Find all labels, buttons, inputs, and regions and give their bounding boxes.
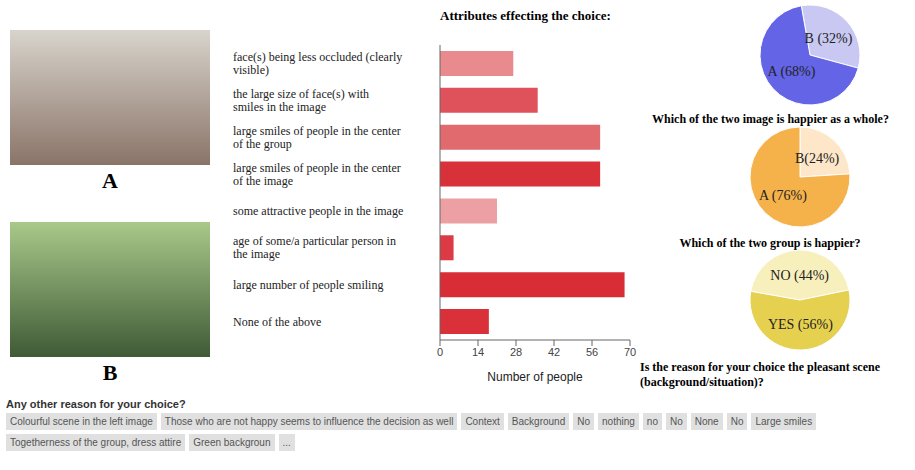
html-text:Any other reason for your choi: Any other reason for your choice? [6, 398, 186, 410]
svg-text:0: 0 [437, 346, 443, 358]
html-text:Is the reason for your choice: Is the reason for your choice the pleasa… [640, 360, 880, 389]
svg-text:14: 14 [472, 346, 484, 358]
svg-text:70: 70 [624, 346, 636, 358]
html-text:Background: Background [511, 416, 566, 427]
html-text:Colourful scene in the left im: Colourful scene in the left image [10, 416, 153, 427]
html-text:Which of the two group is happ: Which of the two group is happier? [679, 236, 861, 250]
svg-text:42: 42 [548, 346, 560, 358]
svg-text:age of some/a particular perso: age of some/a particular person inthe im… [233, 234, 396, 261]
html-text:Those who are not happy seems: Those who are not happy seems to influen… [164, 416, 454, 427]
html-text:Which of the two image is happ: Which of the two image is happier as a w… [652, 112, 889, 126]
svg-text:the large size of face(s) with: the large size of face(s) withsmiles in … [233, 87, 369, 114]
svg-text:A (68%): A (68%) [768, 64, 816, 80]
html-text:No: No [730, 416, 744, 427]
svg-text:None of the above: None of the above [233, 315, 321, 329]
svg-text:some attractive people in the: some attractive people in the image [233, 204, 403, 218]
svg-text:56: 56 [586, 346, 598, 358]
html-text:No: No [577, 416, 590, 427]
svg-text:large smiles of people in the: large smiles of people in the centerof t… [233, 161, 401, 188]
html-text:Attributes effecting the choic: Attributes effecting the choice: [440, 8, 611, 23]
html-text:Context: Context [465, 416, 500, 427]
html-text:B: B [102, 360, 118, 385]
html-text:nothing: nothing [602, 416, 635, 427]
svg-text:Number of people: Number of people [487, 370, 583, 384]
svg-text:large number of people smiling: large number of people smiling [233, 278, 383, 292]
html-text:Togetherness of the group, dre: Togetherness of the group, dress attire [10, 437, 182, 448]
html-text:Green backgroun: Green backgroun [193, 437, 271, 448]
html-text:No: No [670, 416, 683, 427]
html-text:no: no [646, 416, 658, 427]
svg-text:B (32%): B (32%) [805, 31, 853, 47]
svg-text:large smiles of people in the: large smiles of people in the centerof t… [233, 124, 401, 151]
svg-text:YES (56%): YES (56%) [768, 317, 833, 333]
svg-text:A (76%): A (76%) [759, 188, 807, 204]
svg-text:28: 28 [510, 346, 522, 358]
svg-text:face(s) being less occluded (c: face(s) being less occluded (clearlyvisi… [233, 50, 402, 77]
html-text:A: A [102, 168, 118, 193]
svg-text:B(24%): B(24%) [795, 151, 840, 167]
svg-text:NO (44%): NO (44%) [770, 268, 829, 284]
html-text:None: None [694, 416, 719, 427]
html-text:Large smiles: Large smiles [755, 416, 813, 427]
